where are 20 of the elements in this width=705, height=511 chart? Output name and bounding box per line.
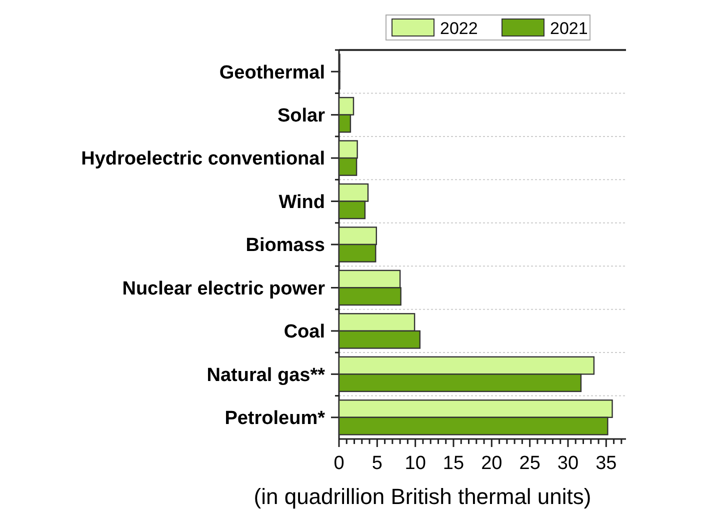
legend-label: 2021 xyxy=(550,19,588,38)
y-tick-label: Hydroelectric conventional xyxy=(81,148,325,170)
x-tick-label: 10 xyxy=(404,453,426,474)
x-axis-title: (in quadrillion British thermal units) xyxy=(254,484,592,509)
y-tick-label: Geothermal xyxy=(219,62,325,84)
y-tick-label: Coal xyxy=(284,322,325,343)
x-tick-label: 5 xyxy=(372,453,382,474)
y-tick-label: Solar xyxy=(277,105,326,126)
y-tick-label: Nuclear electric power xyxy=(122,278,326,300)
x-tick-label: 15 xyxy=(442,453,464,474)
y-tick-label: Natural gas** xyxy=(206,364,326,386)
x-tick-label: 35 xyxy=(596,453,617,474)
y-tick-label: Wind xyxy=(278,192,325,213)
x-tick-label: 30 xyxy=(557,453,579,474)
x-tick-label: 0 xyxy=(334,453,344,474)
y-tick-label: Petroleum* xyxy=(224,408,326,430)
x-tick-label: 25 xyxy=(519,453,540,474)
legend-label: 2022 xyxy=(440,19,478,38)
x-tick-label: 20 xyxy=(481,453,502,474)
y-tick-label: Biomass xyxy=(246,235,325,256)
